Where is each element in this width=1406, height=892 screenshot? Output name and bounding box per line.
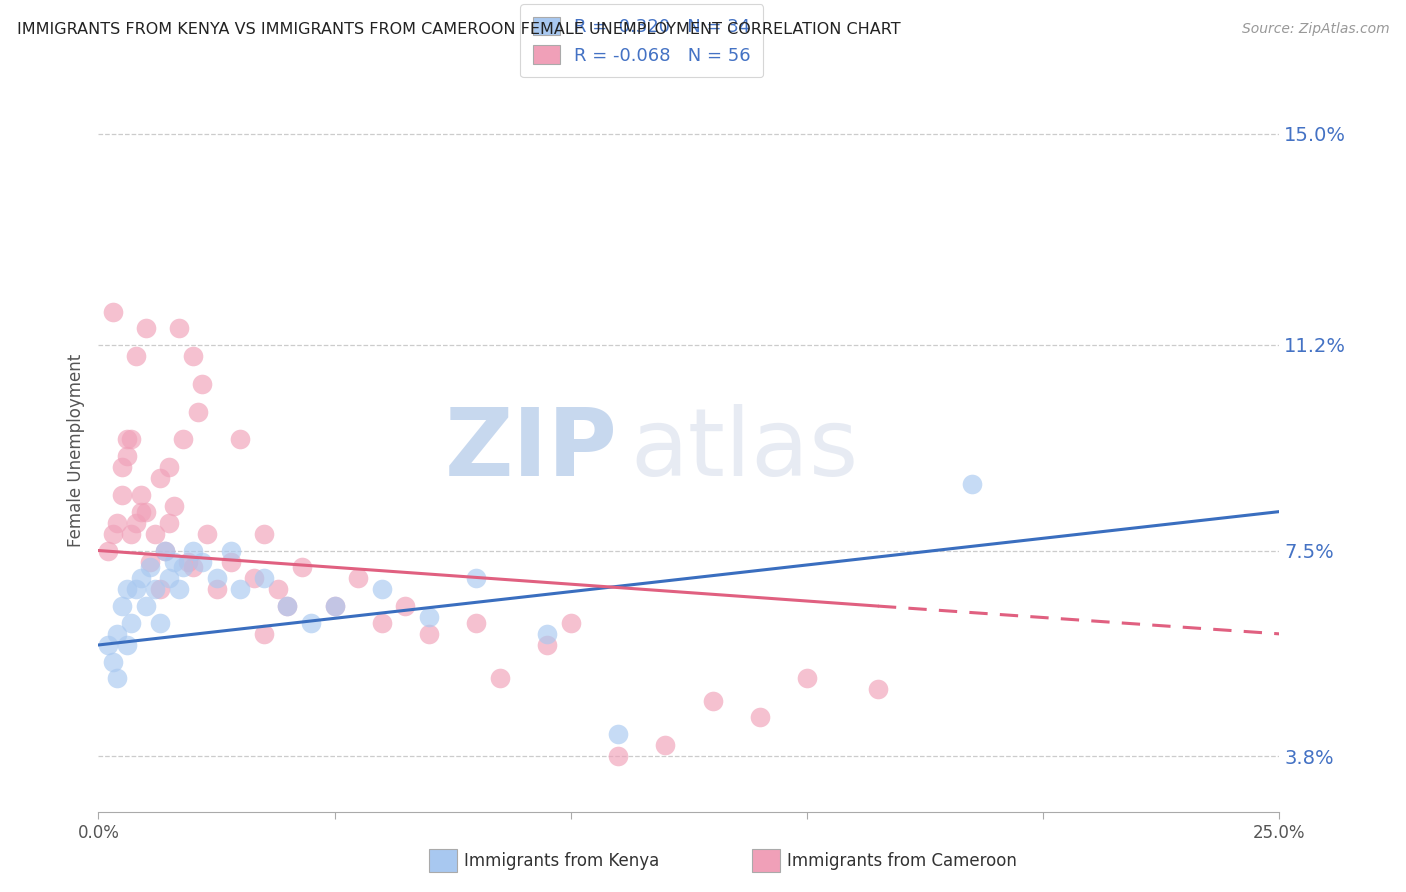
Point — [149, 582, 172, 597]
Text: atlas: atlas — [630, 404, 858, 497]
Point — [323, 599, 346, 613]
Y-axis label: Female Unemployment: Female Unemployment — [66, 354, 84, 547]
Point — [748, 710, 770, 724]
Point — [121, 526, 143, 541]
Text: Immigrants from Cameroon: Immigrants from Cameroon — [787, 852, 1017, 870]
Point — [101, 304, 124, 318]
Point — [163, 499, 186, 513]
Point — [323, 599, 346, 613]
Point — [125, 516, 148, 530]
Point — [607, 749, 630, 764]
Point — [97, 638, 120, 652]
Point — [195, 526, 218, 541]
Point — [129, 488, 152, 502]
Point — [115, 449, 138, 463]
Point — [560, 615, 582, 630]
Point — [143, 582, 166, 597]
Point — [129, 571, 152, 585]
Point — [129, 505, 152, 519]
Point — [181, 543, 204, 558]
Point — [276, 599, 298, 613]
Point — [135, 321, 157, 335]
Point — [157, 460, 180, 475]
Legend: R =  0.320   N = 34, R = -0.068   N = 56: R = 0.320 N = 34, R = -0.068 N = 56 — [520, 4, 763, 78]
Point — [149, 471, 172, 485]
Point — [115, 582, 138, 597]
Point — [135, 505, 157, 519]
Point — [489, 671, 512, 685]
Point — [157, 571, 180, 585]
Point — [115, 638, 138, 652]
Point — [229, 433, 252, 447]
Point — [607, 727, 630, 741]
Point — [121, 433, 143, 447]
Point — [172, 560, 194, 574]
Point — [253, 571, 276, 585]
Point — [181, 349, 204, 363]
Point — [97, 543, 120, 558]
Point — [702, 693, 724, 707]
Point — [111, 488, 134, 502]
Point — [111, 460, 134, 475]
Point — [121, 615, 143, 630]
Point — [205, 582, 228, 597]
Point — [205, 571, 228, 585]
Point — [219, 543, 242, 558]
Point — [219, 555, 242, 569]
Point — [796, 671, 818, 685]
Point — [866, 682, 889, 697]
Point — [101, 526, 124, 541]
Point — [299, 615, 322, 630]
Point — [347, 571, 370, 585]
Point — [465, 571, 488, 585]
Point — [191, 376, 214, 391]
Point — [371, 582, 394, 597]
Point — [465, 615, 488, 630]
Point — [143, 526, 166, 541]
Point — [371, 615, 394, 630]
Point — [163, 555, 186, 569]
Point — [105, 671, 128, 685]
Text: IMMIGRANTS FROM KENYA VS IMMIGRANTS FROM CAMEROON FEMALE UNEMPLOYMENT CORRELATIO: IMMIGRANTS FROM KENYA VS IMMIGRANTS FROM… — [17, 22, 900, 37]
Point — [536, 627, 558, 641]
Point — [418, 627, 440, 641]
Point — [191, 555, 214, 569]
Point — [181, 560, 204, 574]
Point — [290, 560, 312, 574]
Point — [253, 526, 276, 541]
Point — [115, 433, 138, 447]
Point — [167, 582, 190, 597]
Point — [187, 404, 209, 418]
Point — [135, 599, 157, 613]
Point — [267, 582, 290, 597]
Point — [139, 555, 162, 569]
Point — [962, 476, 984, 491]
Point — [229, 582, 252, 597]
Point — [153, 543, 176, 558]
Point — [654, 738, 676, 752]
Point — [276, 599, 298, 613]
Point — [105, 627, 128, 641]
Point — [139, 560, 162, 574]
Point — [157, 516, 180, 530]
Point — [243, 571, 266, 585]
Text: Immigrants from Kenya: Immigrants from Kenya — [464, 852, 659, 870]
Point — [101, 655, 124, 669]
Point — [172, 433, 194, 447]
Point — [253, 627, 276, 641]
Point — [105, 516, 128, 530]
Point — [167, 321, 190, 335]
Text: Source: ZipAtlas.com: Source: ZipAtlas.com — [1241, 22, 1389, 37]
Point — [394, 599, 416, 613]
Point — [125, 582, 148, 597]
Point — [125, 349, 148, 363]
Point — [418, 610, 440, 624]
Point — [149, 615, 172, 630]
Point — [536, 638, 558, 652]
Point — [177, 555, 200, 569]
Point — [111, 599, 134, 613]
Text: ZIP: ZIP — [446, 404, 619, 497]
Point — [153, 543, 176, 558]
